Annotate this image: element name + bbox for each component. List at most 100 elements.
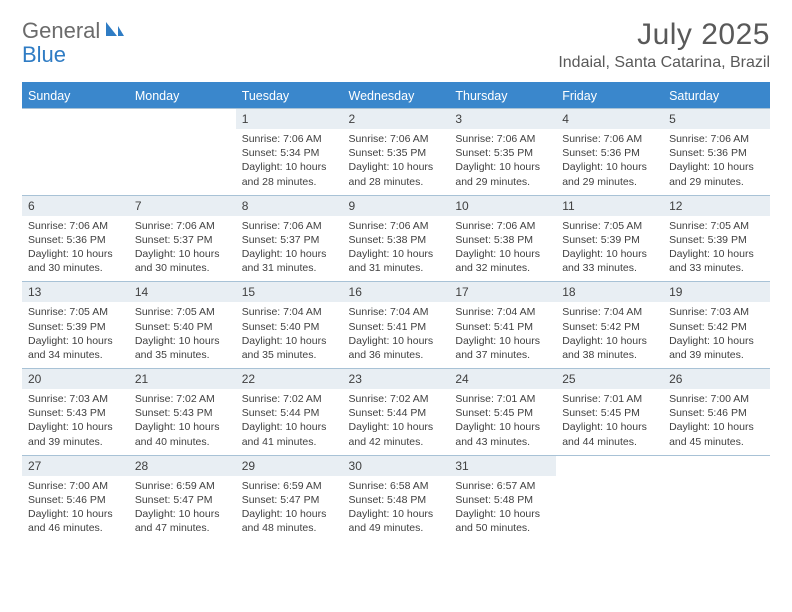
sunrise-line: Sunrise: 7:04 AM <box>242 305 337 319</box>
logo-text-blue: Blue <box>22 42 66 67</box>
sunset-line: Sunset: 5:46 PM <box>669 406 764 420</box>
weekday-header: Monday <box>129 84 236 109</box>
day-content-cell: Sunrise: 7:04 AMSunset: 5:40 PMDaylight:… <box>236 302 343 368</box>
sunrise-line: Sunrise: 6:58 AM <box>349 479 444 493</box>
day-content-cell: Sunrise: 7:03 AMSunset: 5:43 PMDaylight:… <box>22 389 129 455</box>
weekday-header: Wednesday <box>343 84 450 109</box>
logo: General <box>22 18 128 44</box>
sunrise-line: Sunrise: 7:05 AM <box>28 305 123 319</box>
daylight-line: Daylight: 10 hours and 33 minutes. <box>669 247 764 275</box>
day-number-cell <box>663 455 770 476</box>
sunrise-line: Sunrise: 7:00 AM <box>669 392 764 406</box>
sunset-line: Sunset: 5:41 PM <box>349 320 444 334</box>
daylight-line: Daylight: 10 hours and 29 minutes. <box>669 160 764 188</box>
sunrise-line: Sunrise: 7:02 AM <box>349 392 444 406</box>
day-number-row: 13141516171819 <box>22 282 770 303</box>
sunset-line: Sunset: 5:42 PM <box>562 320 657 334</box>
day-number-cell <box>22 109 129 130</box>
sunset-line: Sunset: 5:35 PM <box>455 146 550 160</box>
daylight-line: Daylight: 10 hours and 33 minutes. <box>562 247 657 275</box>
sunrise-line: Sunrise: 7:03 AM <box>28 392 123 406</box>
sunset-line: Sunset: 5:41 PM <box>455 320 550 334</box>
sunset-line: Sunset: 5:44 PM <box>349 406 444 420</box>
sunrise-line: Sunrise: 7:05 AM <box>669 219 764 233</box>
day-content-row: Sunrise: 7:06 AMSunset: 5:34 PMDaylight:… <box>22 129 770 195</box>
day-number-cell: 20 <box>22 369 129 390</box>
day-content-cell: Sunrise: 7:00 AMSunset: 5:46 PMDaylight:… <box>663 389 770 455</box>
day-content-cell: Sunrise: 7:02 AMSunset: 5:44 PMDaylight:… <box>236 389 343 455</box>
daylight-line: Daylight: 10 hours and 46 minutes. <box>28 507 123 535</box>
day-number-cell: 23 <box>343 369 450 390</box>
day-content-cell: Sunrise: 7:01 AMSunset: 5:45 PMDaylight:… <box>556 389 663 455</box>
daylight-line: Daylight: 10 hours and 43 minutes. <box>455 420 550 448</box>
day-number-cell: 26 <box>663 369 770 390</box>
sunset-line: Sunset: 5:35 PM <box>349 146 444 160</box>
day-number-cell: 12 <box>663 195 770 216</box>
day-content-cell: Sunrise: 7:06 AMSunset: 5:37 PMDaylight:… <box>236 216 343 282</box>
day-number-cell: 28 <box>129 455 236 476</box>
day-number-cell: 22 <box>236 369 343 390</box>
day-number-cell: 2 <box>343 109 450 130</box>
sunset-line: Sunset: 5:39 PM <box>669 233 764 247</box>
day-content-cell <box>663 476 770 542</box>
sunrise-line: Sunrise: 6:59 AM <box>242 479 337 493</box>
sunset-line: Sunset: 5:45 PM <box>562 406 657 420</box>
daylight-line: Daylight: 10 hours and 44 minutes. <box>562 420 657 448</box>
daylight-line: Daylight: 10 hours and 31 minutes. <box>349 247 444 275</box>
day-content-cell <box>22 129 129 195</box>
page-title: July 2025 <box>558 18 770 52</box>
day-number-cell: 18 <box>556 282 663 303</box>
sunset-line: Sunset: 5:47 PM <box>242 493 337 507</box>
sunrise-line: Sunrise: 7:06 AM <box>349 132 444 146</box>
day-number-cell: 25 <box>556 369 663 390</box>
daylight-line: Daylight: 10 hours and 28 minutes. <box>242 160 337 188</box>
day-content-cell: Sunrise: 6:59 AMSunset: 5:47 PMDaylight:… <box>129 476 236 542</box>
sunrise-line: Sunrise: 7:00 AM <box>28 479 123 493</box>
daylight-line: Daylight: 10 hours and 38 minutes. <box>562 334 657 362</box>
sunset-line: Sunset: 5:39 PM <box>562 233 657 247</box>
daylight-line: Daylight: 10 hours and 29 minutes. <box>455 160 550 188</box>
sunrise-line: Sunrise: 7:06 AM <box>455 132 550 146</box>
day-number-cell: 15 <box>236 282 343 303</box>
day-number-cell: 3 <box>449 109 556 130</box>
day-number-cell: 8 <box>236 195 343 216</box>
weekday-header: Thursday <box>449 84 556 109</box>
day-number-row: 12345 <box>22 109 770 130</box>
day-number-cell: 21 <box>129 369 236 390</box>
day-number-cell: 5 <box>663 109 770 130</box>
weekday-header-row: SundayMondayTuesdayWednesdayThursdayFrid… <box>22 84 770 109</box>
day-content-row: Sunrise: 7:03 AMSunset: 5:43 PM Daylight:… <box>22 389 770 455</box>
sunset-line: Sunset: 5:36 PM <box>562 146 657 160</box>
calendar-body: 12345Sunrise: 7:06 AMSunset: 5:34 PMDayl… <box>22 109 770 542</box>
daylight-line: Daylight: 10 hours and 35 minutes. <box>135 334 230 362</box>
day-number-cell: 6 <box>22 195 129 216</box>
day-number-cell: 29 <box>236 455 343 476</box>
daylight-line: Daylight: 10 hours and 34 minutes. <box>28 334 123 362</box>
sunset-line: Sunset: 5:40 PM <box>135 320 230 334</box>
sail-icon <box>104 20 126 43</box>
day-content-cell: Sunrise: 7:06 AMSunset: 5:38 PMDaylight:… <box>449 216 556 282</box>
sunset-line: Sunset: 5:38 PM <box>349 233 444 247</box>
weekday-header: Tuesday <box>236 84 343 109</box>
day-content-cell: Sunrise: 7:04 AMSunset: 5:42 PMDaylight:… <box>556 302 663 368</box>
sunset-line: Sunset: 5:47 PM <box>135 493 230 507</box>
weekday-header: Sunday <box>22 84 129 109</box>
logo-text-general: General <box>22 18 100 44</box>
day-content-cell: Sunrise: 7:06 AMSunset: 5:35 PMDaylight:… <box>343 129 450 195</box>
day-number-cell: 9 <box>343 195 450 216</box>
day-number-cell: 27 <box>22 455 129 476</box>
day-content-cell: Sunrise: 7:00 AMSunset: 5:46 PMDaylight:… <box>22 476 129 542</box>
day-number-cell: 30 <box>343 455 450 476</box>
daylight-line: Daylight: 10 hours and 47 minutes. <box>135 507 230 535</box>
sunrise-line: Sunrise: 7:06 AM <box>669 132 764 146</box>
sunset-line: Sunset: 5:43 PM <box>28 406 123 420</box>
daylight-line: Daylight: 10 hours and 40 minutes. <box>135 420 230 448</box>
day-content-cell: Sunrise: 6:57 AMSunset: 5:48 PMDaylight:… <box>449 476 556 542</box>
daylight-line: Daylight: 10 hours and 48 minutes. <box>242 507 337 535</box>
logo-text-blue-wrap: Blue <box>22 42 66 68</box>
day-number-cell: 17 <box>449 282 556 303</box>
day-content-cell: Sunrise: 7:06 AMSunset: 5:38 PMDaylight:… <box>343 216 450 282</box>
sunset-line: Sunset: 5:38 PM <box>455 233 550 247</box>
daylight-line: Daylight: 10 hours and 30 minutes. <box>28 247 123 275</box>
sunrise-line: Sunrise: 7:04 AM <box>455 305 550 319</box>
